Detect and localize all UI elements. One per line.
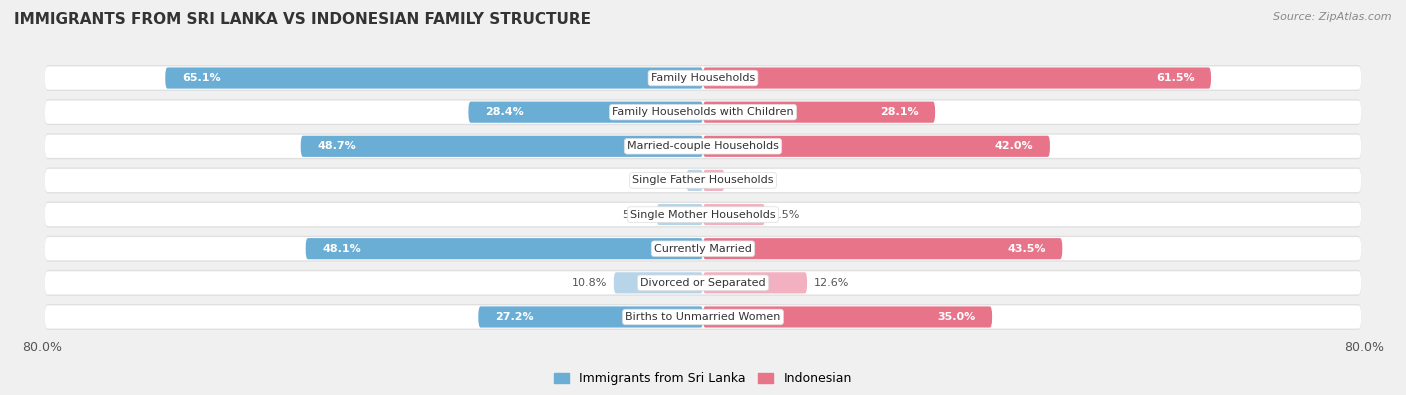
Text: 12.6%: 12.6% <box>814 278 849 288</box>
Text: Source: ZipAtlas.com: Source: ZipAtlas.com <box>1274 12 1392 22</box>
FancyBboxPatch shape <box>478 307 703 327</box>
FancyBboxPatch shape <box>45 305 1361 329</box>
Text: 61.5%: 61.5% <box>1156 73 1195 83</box>
FancyBboxPatch shape <box>45 66 1361 90</box>
Text: 35.0%: 35.0% <box>938 312 976 322</box>
FancyBboxPatch shape <box>45 167 1361 194</box>
Text: 28.1%: 28.1% <box>880 107 918 117</box>
FancyBboxPatch shape <box>703 102 935 123</box>
FancyBboxPatch shape <box>703 68 1211 88</box>
FancyBboxPatch shape <box>686 170 703 191</box>
Text: Single Father Households: Single Father Households <box>633 175 773 185</box>
FancyBboxPatch shape <box>45 135 1361 158</box>
FancyBboxPatch shape <box>703 170 724 191</box>
FancyBboxPatch shape <box>166 68 703 88</box>
Text: Married-couple Households: Married-couple Households <box>627 141 779 151</box>
Text: 28.4%: 28.4% <box>485 107 523 117</box>
Text: 48.1%: 48.1% <box>322 244 361 254</box>
Text: Currently Married: Currently Married <box>654 244 752 254</box>
FancyBboxPatch shape <box>45 270 1361 296</box>
FancyBboxPatch shape <box>45 101 1361 124</box>
Text: IMMIGRANTS FROM SRI LANKA VS INDONESIAN FAMILY STRUCTURE: IMMIGRANTS FROM SRI LANKA VS INDONESIAN … <box>14 12 591 27</box>
FancyBboxPatch shape <box>45 99 1361 125</box>
Text: 43.5%: 43.5% <box>1007 244 1046 254</box>
FancyBboxPatch shape <box>45 134 1361 159</box>
FancyBboxPatch shape <box>468 102 703 123</box>
Text: Family Households with Children: Family Households with Children <box>612 107 794 117</box>
Text: 2.6%: 2.6% <box>731 175 759 185</box>
FancyBboxPatch shape <box>45 169 1361 192</box>
Text: 42.0%: 42.0% <box>995 141 1033 151</box>
FancyBboxPatch shape <box>301 136 703 157</box>
FancyBboxPatch shape <box>45 304 1361 330</box>
FancyBboxPatch shape <box>657 204 703 225</box>
FancyBboxPatch shape <box>45 236 1361 261</box>
Text: 27.2%: 27.2% <box>495 312 533 322</box>
Text: 48.7%: 48.7% <box>318 141 356 151</box>
Text: Single Mother Households: Single Mother Households <box>630 210 776 220</box>
FancyBboxPatch shape <box>45 203 1361 226</box>
FancyBboxPatch shape <box>45 237 1361 260</box>
FancyBboxPatch shape <box>703 272 807 293</box>
FancyBboxPatch shape <box>45 271 1361 294</box>
FancyBboxPatch shape <box>703 204 765 225</box>
FancyBboxPatch shape <box>45 201 1361 228</box>
Text: Divorced or Separated: Divorced or Separated <box>640 278 766 288</box>
FancyBboxPatch shape <box>703 307 993 327</box>
Text: 10.8%: 10.8% <box>572 278 607 288</box>
FancyBboxPatch shape <box>45 65 1361 91</box>
FancyBboxPatch shape <box>703 238 1063 259</box>
Legend: Immigrants from Sri Lanka, Indonesian: Immigrants from Sri Lanka, Indonesian <box>550 367 856 390</box>
FancyBboxPatch shape <box>703 136 1050 157</box>
Text: 5.6%: 5.6% <box>621 210 650 220</box>
Text: 2.0%: 2.0% <box>651 175 681 185</box>
Text: 7.5%: 7.5% <box>772 210 800 220</box>
Text: Family Households: Family Households <box>651 73 755 83</box>
Text: 65.1%: 65.1% <box>181 73 221 83</box>
FancyBboxPatch shape <box>305 238 703 259</box>
FancyBboxPatch shape <box>614 272 703 293</box>
Text: Births to Unmarried Women: Births to Unmarried Women <box>626 312 780 322</box>
